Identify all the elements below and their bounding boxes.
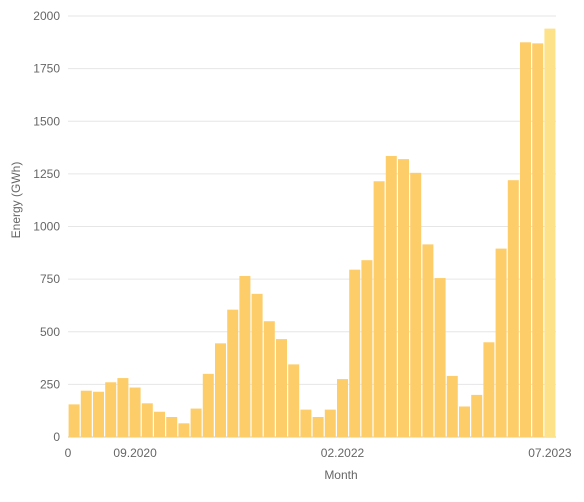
bar-04.2020[interactable]: 04.2020: 155	[68, 404, 80, 437]
bar-08.2022[interactable]: 08.2022: 1255	[410, 172, 422, 437]
y-tick-label: 1000	[33, 220, 60, 234]
y-tick-label: 0	[53, 430, 60, 444]
bar-08.2021[interactable]: 08.2021: 550	[263, 321, 275, 437]
x-tick-label: 07.2023	[528, 446, 572, 460]
bar-04.2021[interactable]: 04.2021: 445	[215, 343, 226, 437]
y-axis-title: Energy (GWh)	[9, 162, 23, 239]
bar-09.2021[interactable]: 09.2021: 465	[276, 339, 287, 437]
y-tick-label: 1500	[33, 114, 60, 128]
y-tick-label: 2000	[33, 9, 60, 23]
bar-06.2023[interactable]: 06.2023: 1870	[532, 43, 544, 438]
bar-03.2022[interactable]: 03.2022: 795	[349, 269, 361, 437]
bar-02.2021[interactable]: 02.2021: 135	[190, 408, 202, 437]
bar-12.2020[interactable]: 12.2020: 95	[166, 417, 178, 437]
bars: 04.2020: 15505.2020: 22006.2020: 21507.2…	[68, 28, 556, 438]
bar-12.2022[interactable]: 12.2022: 145	[459, 406, 470, 437]
bar-06.2022[interactable]: 06.2022: 1335	[385, 155, 397, 438]
bar-05.2021[interactable]: 05.2021: 605	[227, 309, 239, 437]
bar-11.2022[interactable]: 11.2022: 290	[446, 375, 458, 437]
x-tick-label: 02.2022	[321, 446, 365, 460]
bar-02.2022[interactable]: 02.2022: 275	[337, 379, 348, 437]
bar-10.2021[interactable]: 10.2021: 345	[288, 364, 300, 437]
bar-11.2021[interactable]: 11.2021: 130	[300, 409, 312, 437]
y-tick-label: 750	[40, 272, 60, 286]
bar-05.2023[interactable]: 05.2023: 1875	[520, 42, 531, 438]
bar-08.2020[interactable]: 08.2020: 280	[117, 378, 129, 437]
bar-11.2020[interactable]: 11.2020: 120	[154, 411, 165, 437]
bar-10.2020[interactable]: 10.2020: 160	[141, 403, 153, 437]
bar-09.2020[interactable]: 09.2020: 235	[129, 387, 141, 437]
bar-05.2022[interactable]: 05.2022: 1215	[373, 181, 385, 437]
bar-05.2020[interactable]: 05.2020: 220	[80, 390, 92, 437]
y-tick-label: 500	[40, 325, 60, 339]
gridlines	[68, 15, 556, 438]
bar-06.2020[interactable]: 06.2020: 215	[93, 391, 104, 437]
y-axis: 0 250 500 750 1000 1250 1500 1750 2000	[33, 9, 60, 444]
bar-09.2022[interactable]: 09.2022: 915	[422, 244, 434, 437]
bar-03.2021[interactable]: 03.2021: 300	[202, 373, 214, 437]
bar-07.2023[interactable]: 07.2023: 1940	[544, 28, 556, 437]
y-tick-label: 1750	[33, 62, 60, 76]
y-tick-label: 1250	[33, 167, 60, 181]
bar-04.2023[interactable]: 04.2023: 1220	[507, 180, 519, 437]
bar-07.2022[interactable]: 07.2022: 1320	[398, 159, 409, 437]
bar-10.2022[interactable]: 10.2022: 755	[434, 278, 446, 437]
y-tick-label: 250	[40, 377, 60, 391]
bar-04.2022[interactable]: 04.2022: 840	[361, 260, 373, 437]
x-axis-title: Month	[324, 468, 357, 482]
bar-01.2023[interactable]: 01.2023: 200	[471, 394, 483, 437]
bar-07.2021[interactable]: 07.2021: 680	[251, 293, 263, 437]
x-tick-label: 09.2020	[113, 446, 157, 460]
bar-02.2023[interactable]: 02.2023: 450	[483, 342, 495, 437]
bar-01.2021[interactable]: 01.2021: 65	[178, 423, 190, 437]
bar-06.2021[interactable]: 06.2021: 765	[239, 275, 251, 437]
bar-07.2020[interactable]: 07.2020: 260	[105, 382, 117, 437]
x-axis: 0 09.2020 02.2022 07.2023	[65, 446, 572, 460]
bar-01.2022[interactable]: 01.2022: 130	[324, 409, 336, 437]
x-tick-label: 0	[65, 446, 72, 460]
bar-03.2023[interactable]: 03.2023: 895	[495, 248, 507, 437]
bar-12.2021[interactable]: 12.2021: 95	[312, 417, 324, 437]
